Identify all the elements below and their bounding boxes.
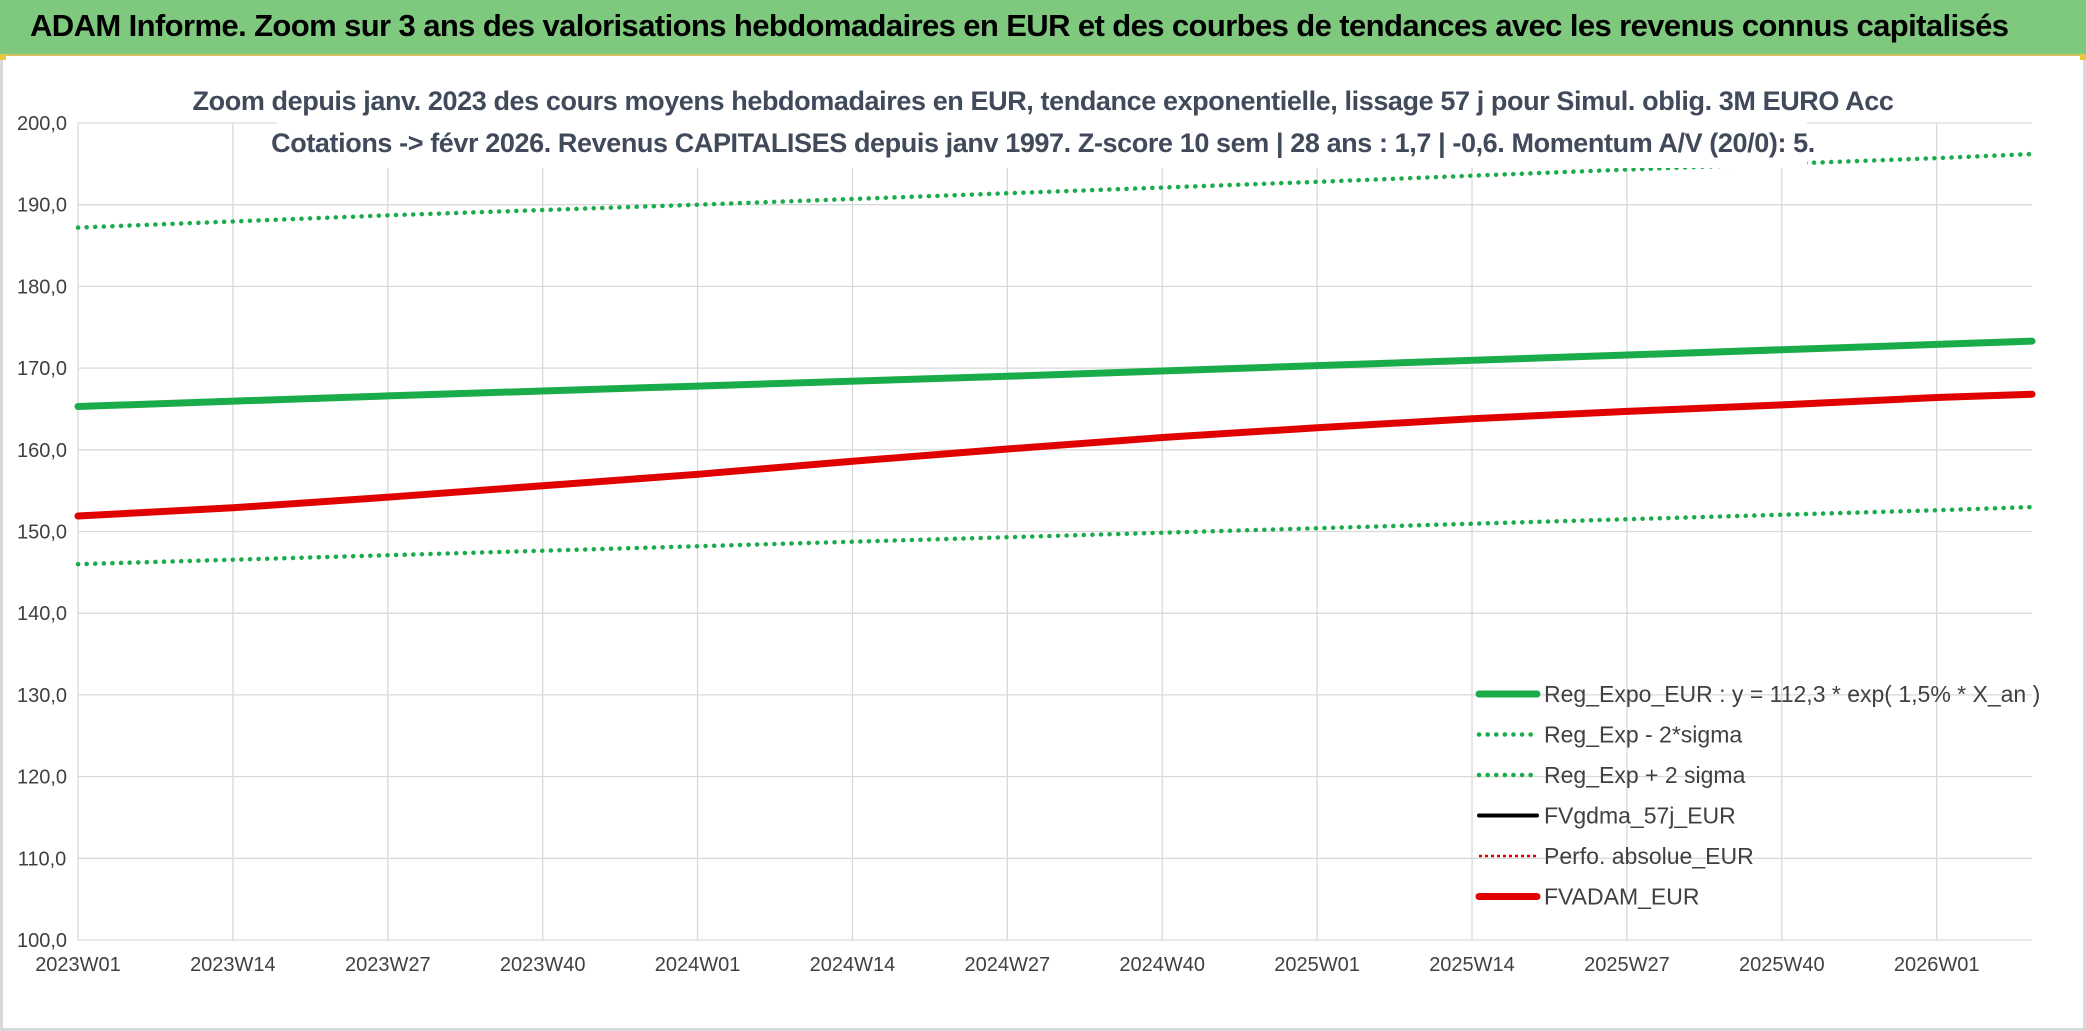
legend-entry: Reg_Exp - 2*sigma	[1544, 722, 1742, 748]
y-tick-label: 100,0	[17, 930, 67, 952]
x-tick-label: 2025W14	[1429, 954, 1515, 976]
x-tick-label: 2023W01	[35, 954, 121, 976]
legend-entry: FVADAM_EUR	[1544, 884, 1700, 910]
y-tick-label: 150,0	[17, 522, 67, 544]
x-tick-label: 2023W14	[190, 954, 276, 976]
legend-entry: Reg_Exp + 2 sigma	[1544, 762, 1746, 788]
report-title: ADAM Informe. Zoom sur 3 ans des valoris…	[30, 8, 2009, 43]
legend-entry: Perfo. absolue_EUR	[1544, 843, 1754, 869]
y-tick-label: 120,0	[17, 767, 67, 789]
frame-corner	[2080, 54, 2086, 60]
y-tick-label: 170,0	[17, 358, 67, 380]
chart-grid	[77, 122, 2032, 941]
chart-title-line1: Zoom depuis janv. 2023 des cours moyens …	[193, 86, 1894, 116]
y-tick-label: 200,0	[17, 113, 67, 135]
y-tick-label: 160,0	[17, 440, 67, 462]
y-tick-label: 190,0	[17, 195, 67, 217]
y-tick-label: 130,0	[17, 685, 67, 707]
y-tick-label: 180,0	[17, 276, 67, 298]
x-tick-label: 2024W14	[810, 954, 896, 976]
series-line-2	[75, 151, 2035, 230]
legend-entry: FVgdma_57j_EUR	[1544, 803, 1736, 829]
x-tick-label: 2024W27	[965, 954, 1051, 976]
report-header: ADAM Informe. Zoom sur 3 ans des valoris…	[0, 0, 2086, 56]
chart-title-box: Zoom depuis janv. 2023 des cours moyens …	[193, 76, 1894, 168]
series-line-5	[74, 390, 2036, 520]
x-tick-label: 2024W01	[655, 954, 741, 976]
chart-title-line2: Cotations -> févr 2026. Revenus CAPITALI…	[271, 128, 1815, 158]
x-tick-label: 2024W40	[1119, 954, 1205, 976]
x-tick-label: 2023W27	[345, 954, 431, 976]
x-tick-label: 2023W40	[500, 954, 586, 976]
legend-entry: Reg_Expo_EUR : y = 112,3 * exp( 1,5% * X…	[1544, 681, 2040, 707]
x-tick-label: 2025W01	[1274, 954, 1360, 976]
y-tick-label: 110,0	[18, 848, 67, 870]
frame-corner	[0, 54, 6, 60]
y-tick-label: 140,0	[17, 603, 67, 625]
series-line-0	[74, 337, 2036, 410]
x-axis-ticks: 2023W01 2023W14 2023W27 2023W40 2024W01 2024W…	[35, 954, 1979, 976]
chart-series	[74, 151, 2036, 567]
x-tick-label: 2025W27	[1584, 954, 1670, 976]
series-line-1	[75, 504, 2035, 567]
y-axis-ticks: 100,0 110,0 120,0 130,0 140,0 150,0 160,0 170,0…	[17, 113, 67, 952]
x-tick-label: 2025W40	[1739, 954, 1825, 976]
chart-legend: Reg_Expo_EUR : y = 112,3 * exp( 1,5% * X…	[1475, 681, 2040, 910]
x-tick-label: 2026W01	[1894, 954, 1980, 976]
